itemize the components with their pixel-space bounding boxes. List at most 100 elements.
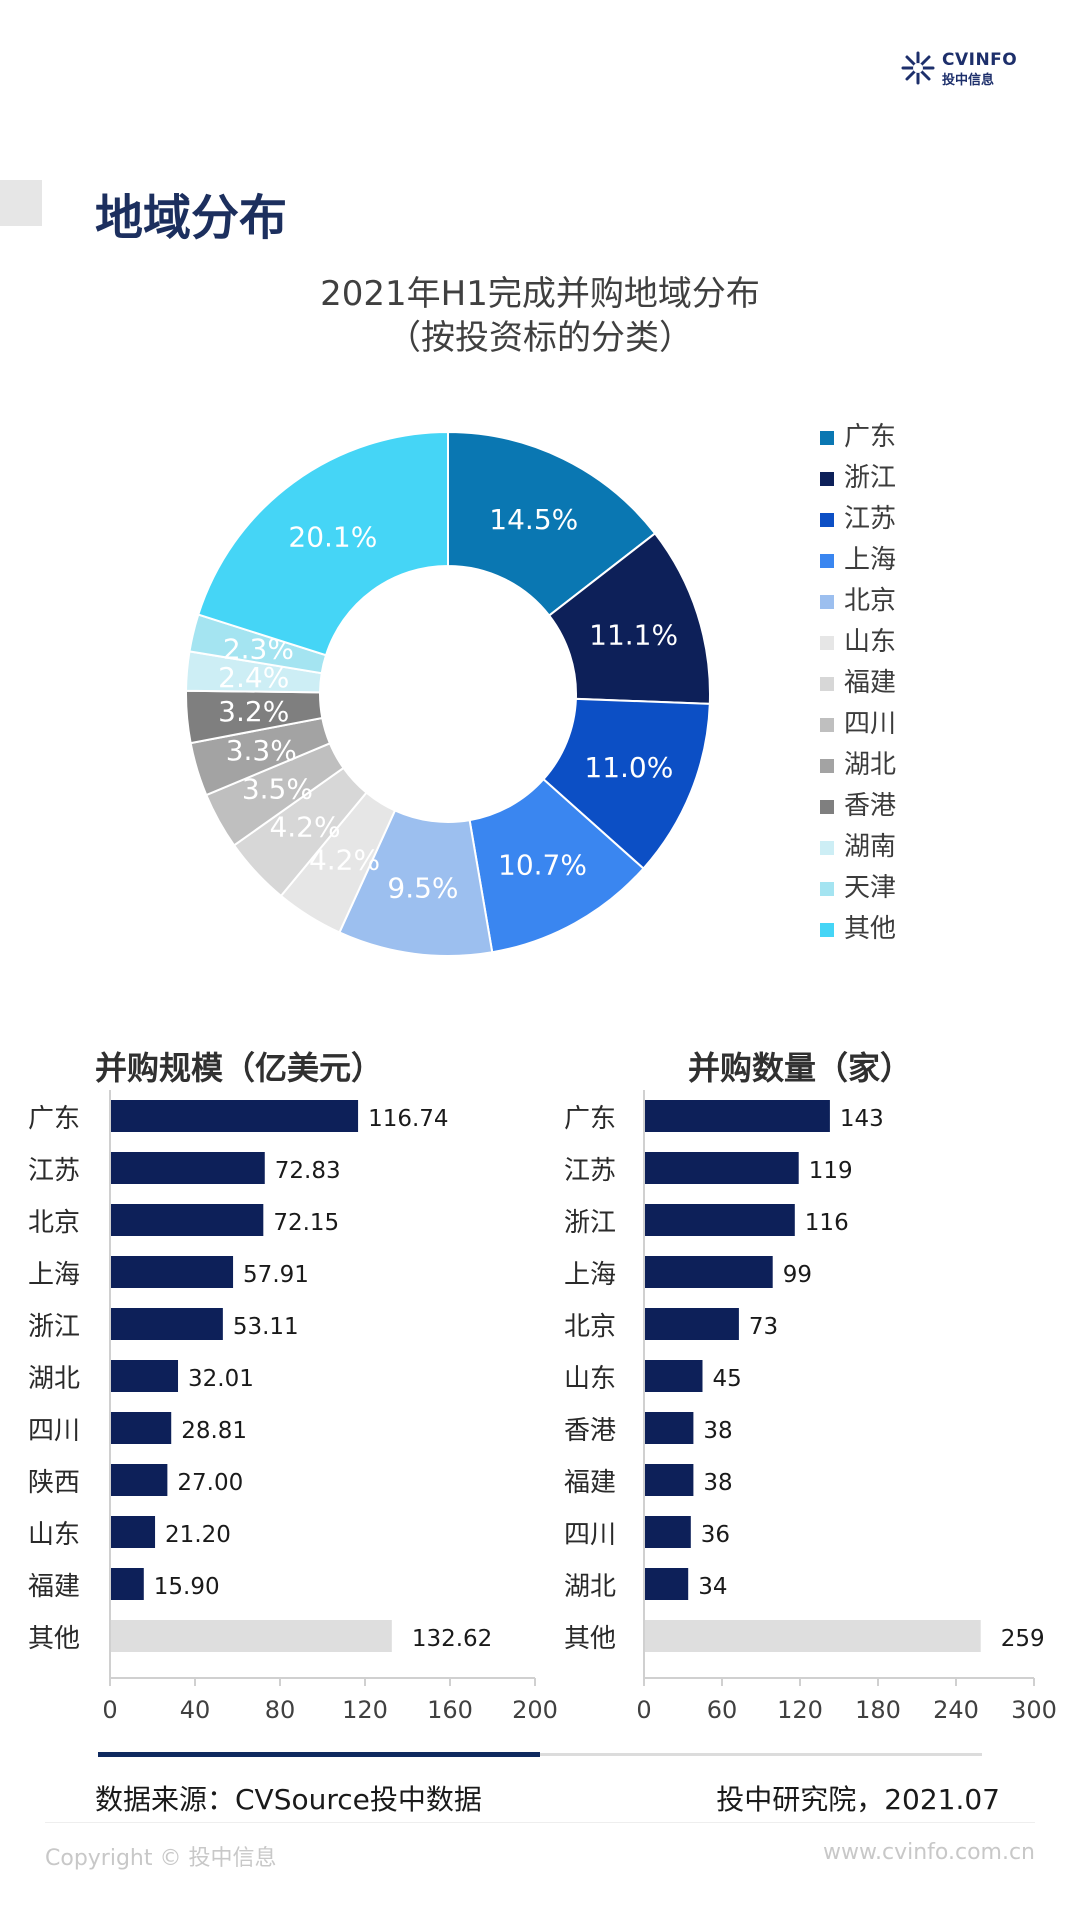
donut-slice-label: 3.2%: [218, 695, 289, 728]
x-tick-label: 0: [636, 1696, 651, 1724]
donut-slice-label: 9.5%: [387, 871, 458, 904]
donut-chart: 14.5%11.1%11.0%10.7%9.5%4.2%4.2%3.5%3.3%…: [185, 430, 711, 957]
footer-rule: [45, 1822, 1035, 1823]
bar-value-label: 116: [805, 1210, 849, 1236]
category-label: 江苏: [564, 1156, 616, 1186]
donut-slice-label: 11.1%: [589, 618, 678, 651]
bar: [111, 1204, 264, 1236]
category-label: 山东: [28, 1520, 80, 1550]
legend-label: 湖北: [844, 750, 897, 780]
donut-slice-label: 3.5%: [242, 772, 313, 805]
bar: [111, 1360, 179, 1392]
category-label: 湖北: [28, 1364, 80, 1394]
bar: [645, 1100, 830, 1132]
donut-slice-label: 20.1%: [288, 521, 377, 554]
legend-label: 浙江: [844, 463, 897, 493]
bar-value-label: 143: [840, 1106, 884, 1132]
legend-label: 北京: [844, 586, 897, 616]
legend-label: 广东: [844, 422, 897, 452]
legend-swatch: [820, 554, 834, 568]
bar: [111, 1100, 359, 1132]
bar-value-label: 132.62: [412, 1626, 492, 1652]
x-tick-label: 240: [933, 1696, 979, 1724]
bar-value-label: 38: [703, 1470, 732, 1496]
bar: [645, 1516, 691, 1548]
bar-value-label: 53.11: [233, 1314, 299, 1340]
category-label: 上海: [564, 1260, 616, 1290]
legend-label: 天津: [844, 873, 897, 903]
legend-swatch: [820, 841, 834, 855]
bar-value-label: 28.81: [181, 1418, 247, 1444]
legend-swatch: [820, 800, 834, 814]
logo-brand-text: CVINFO: [942, 50, 1018, 70]
logo-burst-icon: [901, 51, 935, 85]
x-tick-label: 120: [342, 1696, 388, 1724]
x-tick-label: 0: [102, 1696, 117, 1724]
legend-label: 江苏: [844, 504, 897, 534]
bar: [111, 1412, 172, 1444]
bar-value-label: 72.15: [273, 1210, 339, 1236]
donut-slice-label: 14.5%: [489, 503, 578, 536]
donut-slice-label: 11.0%: [584, 751, 673, 784]
legend-swatch: [820, 472, 834, 486]
bar: [111, 1464, 168, 1496]
bar-value-label: 34: [698, 1574, 727, 1600]
x-tick-label: 60: [707, 1696, 738, 1724]
bar-value-label: 57.91: [243, 1262, 309, 1288]
bar: [645, 1620, 981, 1652]
x-tick-label: 160: [427, 1696, 473, 1724]
category-label: 其他: [564, 1624, 616, 1654]
count-chart-title: 并购数量（家）: [688, 1049, 913, 1087]
bar: [645, 1204, 795, 1236]
bar: [111, 1256, 234, 1288]
bar-value-label: 36: [701, 1522, 730, 1548]
category-label: 北京: [564, 1312, 616, 1342]
footer-divider-accent: [98, 1752, 540, 1757]
legend-label: 香港: [844, 791, 897, 821]
category-label: 广东: [564, 1104, 616, 1134]
category-label: 上海: [28, 1260, 80, 1290]
category-label: 福建: [564, 1468, 616, 1498]
category-label: 广东: [28, 1104, 80, 1134]
category-label: 福建: [28, 1572, 80, 1602]
legend-swatch: [820, 882, 834, 896]
legend-swatch: [820, 431, 834, 445]
logo-sub-text: 投中信息: [942, 73, 995, 88]
x-tick-label: 180: [855, 1696, 901, 1724]
legend-label: 四川: [844, 709, 897, 739]
bar-value-label: 32.01: [188, 1366, 254, 1392]
donut-chart-subtitle: （按投资标的分类）: [387, 318, 693, 358]
category-label: 四川: [564, 1520, 616, 1550]
bar: [645, 1412, 694, 1444]
title-side-marker: [0, 180, 42, 226]
donut-chart-heading: 2021年H1完成并购地域分布 （按投资标的分类）: [0, 272, 1080, 360]
page-title: 地域分布: [95, 190, 288, 246]
legend-label: 福建: [844, 668, 897, 698]
research-credit-text: 投中研究院，2021.07: [716, 1783, 1000, 1816]
donut-slice-label: 4.2%: [269, 811, 340, 844]
legend-label: 山东: [844, 627, 897, 657]
category-label: 四川: [28, 1416, 80, 1446]
bar: [111, 1568, 144, 1600]
bar-value-label: 15.90: [154, 1574, 220, 1600]
donut-slice-label: 3.3%: [226, 734, 297, 767]
bar-value-label: 27.00: [177, 1470, 243, 1496]
bar-value-label: 72.83: [275, 1158, 341, 1184]
x-tick-label: 300: [1011, 1696, 1057, 1724]
category-label: 北京: [28, 1208, 80, 1238]
copyright-text: Copyright © 投中信息: [45, 1846, 277, 1871]
legend-swatch: [820, 595, 834, 609]
donut-chart-title: 2021年H1完成并购地域分布: [320, 274, 760, 314]
legend-label: 其他: [844, 914, 897, 944]
cvinfo-logo: CVINFO 投中信息: [900, 50, 1020, 88]
category-label: 陕西: [28, 1468, 80, 1498]
bar: [645, 1568, 689, 1600]
category-label: 浙江: [28, 1312, 80, 1342]
bar-value-label: 45: [713, 1366, 742, 1392]
x-tick-label: 40: [180, 1696, 211, 1724]
website-link[interactable]: www.cvinfo.com.cn: [823, 1840, 1035, 1865]
count-bar-chart: 0 60 120 180 240 300 广东 143 江苏 119 浙江 116 上海 99 北京 73 山东…: [564, 1090, 1057, 1724]
legend-swatch: [820, 718, 834, 732]
category-label: 香港: [564, 1416, 616, 1446]
donut-slice: [197, 430, 449, 657]
